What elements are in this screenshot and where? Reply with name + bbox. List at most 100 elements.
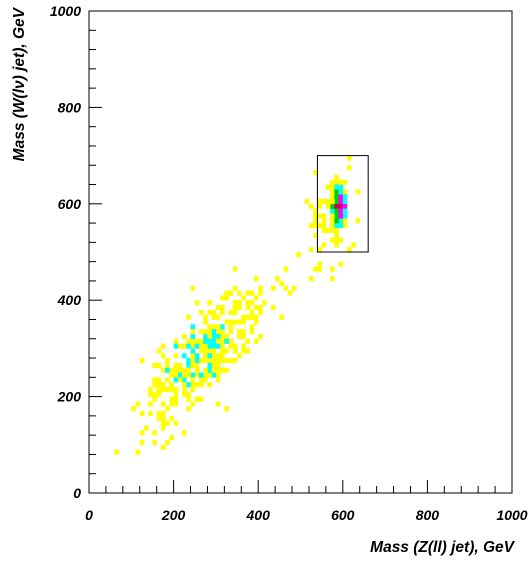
heatmap-bin — [351, 242, 356, 248]
heatmap-bin — [245, 300, 251, 306]
heatmap-bin — [190, 401, 196, 407]
heatmap-bin — [317, 203, 322, 209]
heatmap-bin — [203, 343, 208, 349]
heatmap-bin — [330, 203, 335, 209]
heatmap-bin — [173, 401, 179, 407]
heatmap-bin — [148, 401, 153, 407]
heatmap-bin — [182, 382, 187, 388]
heatmap-bin — [215, 367, 221, 373]
heatmap-bin — [165, 362, 170, 368]
heatmap-bin — [190, 386, 196, 393]
heatmap-bin — [283, 285, 289, 291]
heatmap-bin — [207, 382, 212, 388]
heatmap-bin — [190, 358, 196, 364]
heatmap-bin — [220, 324, 225, 330]
heatmap-bin — [338, 218, 344, 224]
heatmap-bin — [330, 194, 335, 200]
heatmap-bin — [232, 348, 238, 354]
heatmap-bin — [139, 411, 145, 417]
heatmap-bin — [215, 329, 221, 335]
heatmap-bin — [207, 329, 212, 335]
heatmap-bin — [232, 305, 238, 311]
heatmap-bin — [186, 343, 191, 349]
heatmap-bin — [334, 174, 339, 180]
heatmap-bin — [194, 343, 200, 349]
heatmap-bin — [211, 353, 217, 359]
heatmap-bin — [198, 382, 204, 388]
heatmap-bin — [169, 415, 174, 421]
heatmap-bin — [152, 391, 157, 397]
heatmap-bin — [232, 319, 238, 325]
heatmap-bin — [186, 314, 191, 320]
heatmap-bin — [139, 439, 145, 446]
heatmap-bin — [198, 372, 204, 378]
heatmap-bin — [308, 247, 314, 253]
heatmap-bin — [338, 179, 344, 185]
heatmap-bin — [317, 213, 322, 219]
heatmap-bin — [228, 324, 234, 330]
heatmap-bin — [160, 382, 166, 388]
heatmap-bin — [139, 358, 145, 364]
heatmap-bin — [211, 314, 217, 320]
heatmap-bin — [228, 290, 234, 296]
heatmap-bin — [156, 391, 162, 397]
heatmap-bin — [308, 203, 314, 209]
heatmap-bin — [194, 382, 200, 388]
heatmap-bin — [160, 420, 166, 426]
heatmap-bin — [207, 309, 212, 315]
heatmap-bin — [198, 329, 204, 335]
heatmap-bin — [338, 223, 344, 229]
heatmap-bin — [334, 213, 339, 219]
heatmap-bin — [190, 348, 196, 354]
heatmap-bin — [215, 305, 221, 311]
heatmap-bin — [152, 377, 157, 383]
heatmap-bin — [317, 261, 322, 267]
heatmap-bin — [313, 170, 318, 176]
heatmap-bin — [342, 198, 348, 205]
heatmap-bin — [173, 377, 179, 383]
heatmap-bin — [245, 290, 251, 296]
heatmap-bin — [198, 338, 204, 344]
heatmap-bin — [220, 329, 225, 335]
heatmap-bin — [139, 430, 145, 436]
heatmap-bin — [182, 372, 187, 378]
heatmap-bin — [165, 367, 170, 373]
heatmap-bin — [334, 198, 339, 205]
heatmap-bin — [317, 247, 322, 253]
heatmap-bin — [190, 362, 196, 368]
heatmap-bin — [342, 213, 348, 219]
heatmap-bin — [228, 358, 234, 364]
heatmap-bin — [190, 285, 196, 291]
heatmap-bin — [186, 358, 191, 364]
heatmap-bin — [253, 338, 259, 344]
heatmap-bin — [237, 353, 242, 359]
heatmap-bin — [224, 406, 229, 412]
heatmap-bin — [211, 348, 217, 354]
heatmap-bin — [253, 319, 259, 325]
heatmap-bin — [220, 338, 225, 344]
y-tick-label: 400 — [57, 292, 82, 308]
heatmap-bin — [334, 218, 339, 224]
heatmap-bin — [270, 305, 276, 311]
heatmap-bin — [313, 232, 318, 238]
heatmap-bin — [190, 353, 196, 359]
heatmap-bin — [169, 367, 174, 373]
heatmap-bin — [317, 223, 322, 229]
heatmap-bin — [292, 285, 297, 291]
heatmap-bin — [186, 372, 191, 378]
y-axis-label: Mass (W(lν) jet), GeV — [11, 6, 28, 161]
heatmap-bin — [258, 309, 263, 315]
heatmap-bin — [182, 430, 187, 436]
x-tick-label: 800 — [416, 507, 440, 523]
heatmap-bin — [215, 401, 221, 407]
heatmap-bin — [245, 338, 251, 344]
heatmap-bin — [249, 314, 255, 320]
heatmap-bin — [330, 266, 335, 272]
heatmap-bin — [148, 391, 153, 397]
heatmap-bin — [173, 386, 179, 393]
heatmap-bin — [313, 208, 318, 214]
heatmap-bin — [334, 227, 339, 234]
heatmap-bin — [338, 208, 344, 214]
heatmap-bin — [198, 358, 204, 364]
